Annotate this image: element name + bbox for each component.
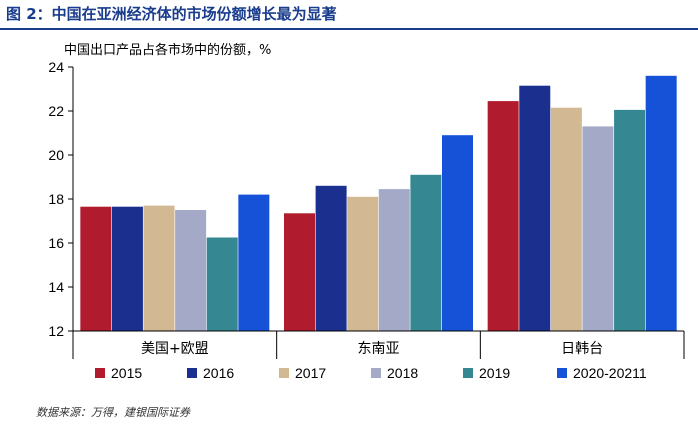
bar-2018-0 <box>175 210 207 331</box>
legend-swatch-2020-20211 <box>557 368 567 378</box>
category-label: 美国+欧盟 <box>141 341 209 357</box>
bars-layer <box>80 75 677 332</box>
y-tick-label: 18 <box>48 191 64 207</box>
y-axis-label: 中国出口产品占各市场中的份额，% <box>64 43 272 58</box>
bar-2016-0 <box>111 206 143 331</box>
title-divider <box>0 28 698 30</box>
bar-2018-2 <box>582 126 614 332</box>
legend-label-2020-20211: 2020-20211 <box>573 365 647 381</box>
bar-2016-2 <box>519 85 551 331</box>
bar-2020-20211-0 <box>238 194 270 331</box>
legend-label-2017: 2017 <box>295 365 326 381</box>
bar-2015-2 <box>487 101 519 331</box>
bar-2017-2 <box>550 107 582 331</box>
legend: 2015 2016 2017 2018 2019 2020-20211 <box>95 365 647 381</box>
figure-title: 图 2：中国在亚洲经济体的市场份额增长最为显著 <box>6 5 337 23</box>
legend-label-2019: 2019 <box>479 365 510 381</box>
bar-2019-0 <box>206 237 238 331</box>
axes-layer: 12 14 16 18 20 22 24 美国+欧盟 东南亚 日韩台 <box>48 59 685 359</box>
bar-2016-1 <box>315 185 347 331</box>
y-tick-label: 16 <box>48 235 64 251</box>
bar-2018-1 <box>378 189 410 331</box>
y-tick-label: 24 <box>48 59 64 75</box>
category-label: 日韩台 <box>561 341 603 357</box>
legend-swatch-2016 <box>187 368 197 378</box>
y-tick-label: 20 <box>48 147 64 163</box>
legend-swatch-2018 <box>371 368 381 378</box>
legend-swatch-2019 <box>463 368 473 378</box>
legend-label-2016: 2016 <box>203 365 234 381</box>
bar-2019-2 <box>614 109 646 332</box>
bar-2020-20211-2 <box>645 75 677 331</box>
bar-2017-0 <box>143 205 175 331</box>
y-tick-label: 22 <box>48 103 64 119</box>
bar-2015-0 <box>80 206 112 331</box>
legend-swatch-2015 <box>95 368 105 378</box>
y-tick-label: 14 <box>48 279 64 295</box>
legend-label-2018: 2018 <box>387 365 418 381</box>
source-note: 数据来源：万得，建银国际证券 <box>36 406 190 419</box>
bar-2015-1 <box>284 213 315 331</box>
legend-swatch-2017 <box>279 368 289 378</box>
y-tick-label: 12 <box>48 323 64 339</box>
bar-2020-20211-1 <box>442 135 473 331</box>
legend-label-2015: 2015 <box>111 365 142 381</box>
category-label: 东南亚 <box>358 341 400 357</box>
bar-2017-1 <box>347 196 379 331</box>
bar-2019-1 <box>410 174 442 331</box>
